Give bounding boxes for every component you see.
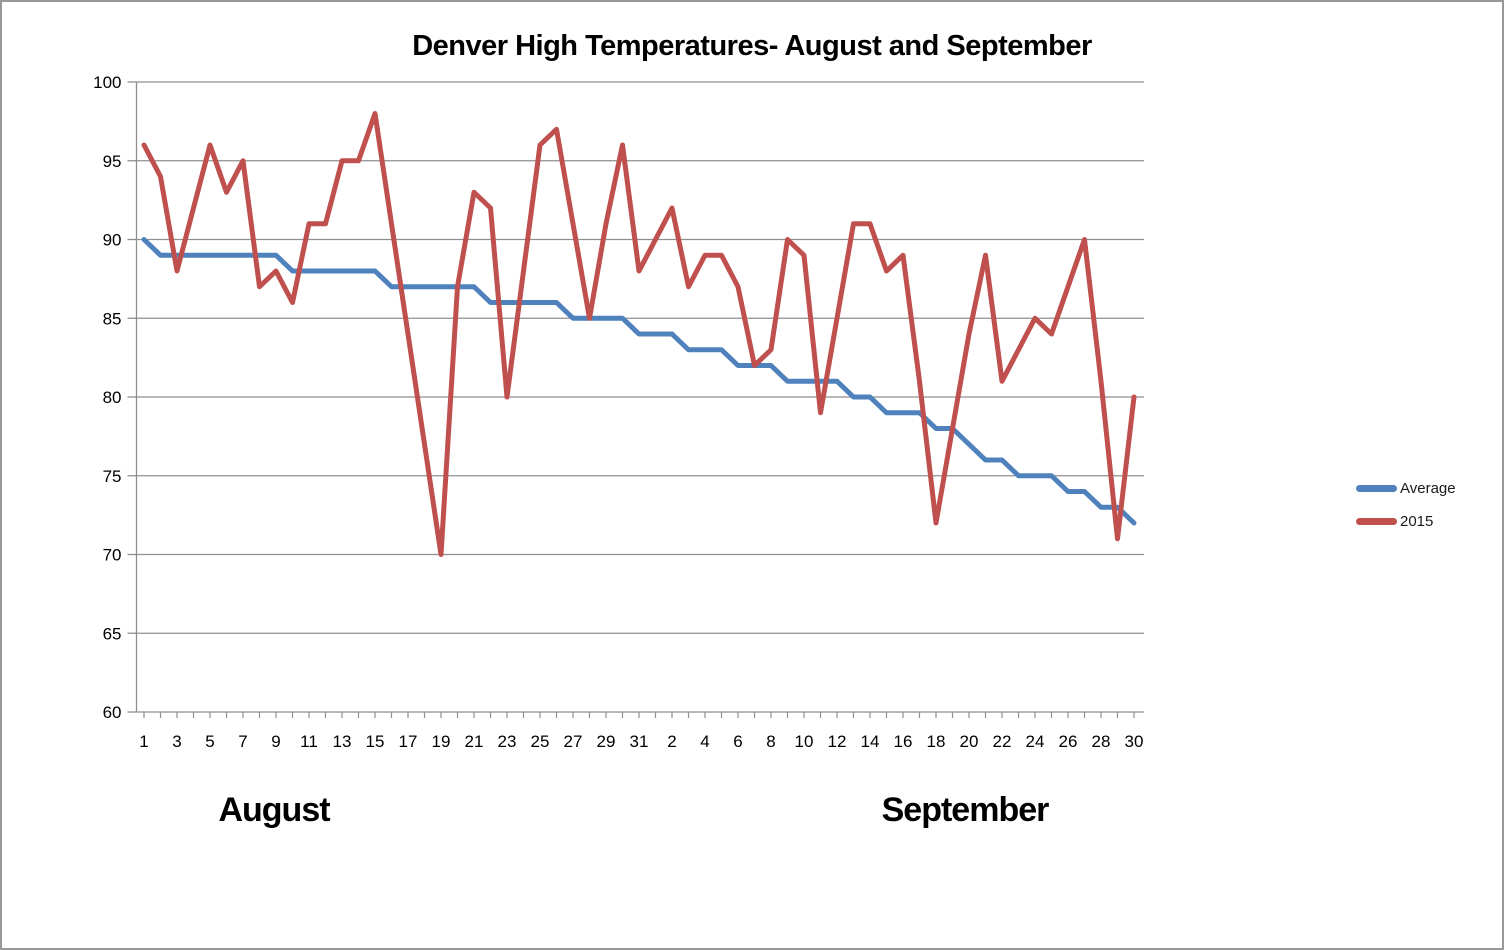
y-tick-label: 65 [103, 624, 122, 643]
y-tick-label: 85 [103, 309, 122, 328]
x-tick-label: 14 [861, 732, 880, 751]
y-tick-label: 100 [93, 73, 121, 92]
x-tick-label: 28 [1092, 732, 1111, 751]
x-tick-label: 6 [733, 732, 742, 751]
legend-item-average: Average [1356, 479, 1456, 497]
x-tick-label: 29 [597, 732, 616, 751]
month-label-september: September [881, 791, 1050, 829]
x-tick-label: 19 [432, 732, 451, 751]
x-tick-label: 2 [667, 732, 676, 751]
x-tick-label: 11 [300, 732, 318, 751]
x-tick-label: 30 [1125, 732, 1144, 751]
legend-item-2015: 2015 [1356, 512, 1456, 530]
series-line-average [141, 237, 1137, 526]
legend-label-average: Average [1400, 479, 1456, 497]
y-tick-label: 75 [103, 467, 122, 486]
x-tick-label: 24 [1026, 732, 1045, 751]
x-tick-label: 26 [1059, 732, 1078, 751]
x-tick-label: 17 [399, 732, 418, 751]
x-tick-label: 3 [172, 732, 181, 751]
x-tick-label: 12 [828, 732, 847, 751]
y-tick-label: 80 [103, 388, 122, 407]
legend: Average 2015 [1356, 479, 1456, 545]
x-tick-label: 18 [927, 732, 946, 751]
x-tick-label: 4 [700, 732, 709, 751]
x-tick-label: 31 [630, 732, 649, 751]
x-tick-label: 27 [564, 732, 583, 751]
x-tick-label: 23 [498, 732, 517, 751]
x-tick-label: 5 [205, 732, 214, 751]
chart-title: Denver High Temperatures- August and Sep… [412, 30, 1092, 62]
x-tick-label: 25 [531, 732, 550, 751]
y-tick-label: 70 [103, 546, 122, 565]
legend-label-2015: 2015 [1400, 512, 1434, 530]
x-tick-label: 7 [238, 732, 247, 751]
y-tick-label: 60 [103, 703, 122, 722]
y-tick-label: 95 [103, 152, 122, 171]
y-tick-label: 90 [103, 231, 122, 250]
x-tick-label: 22 [993, 732, 1012, 751]
x-tick-label: 1 [139, 732, 148, 751]
legend-swatch-average [1356, 484, 1397, 492]
x-tick-label: 21 [465, 732, 484, 751]
month-label-august: August [218, 791, 330, 829]
series-line-2015 [141, 111, 1137, 557]
legend-swatch-2015 [1356, 517, 1397, 525]
x-tick-label: 20 [960, 732, 979, 751]
x-tick-label: 16 [894, 732, 913, 751]
x-tick-label: 9 [271, 732, 280, 751]
x-tick-label: 8 [766, 732, 775, 751]
x-tick-label: 10 [795, 732, 814, 751]
x-tick-label: 13 [333, 732, 352, 751]
x-tick-label: 15 [366, 732, 385, 751]
